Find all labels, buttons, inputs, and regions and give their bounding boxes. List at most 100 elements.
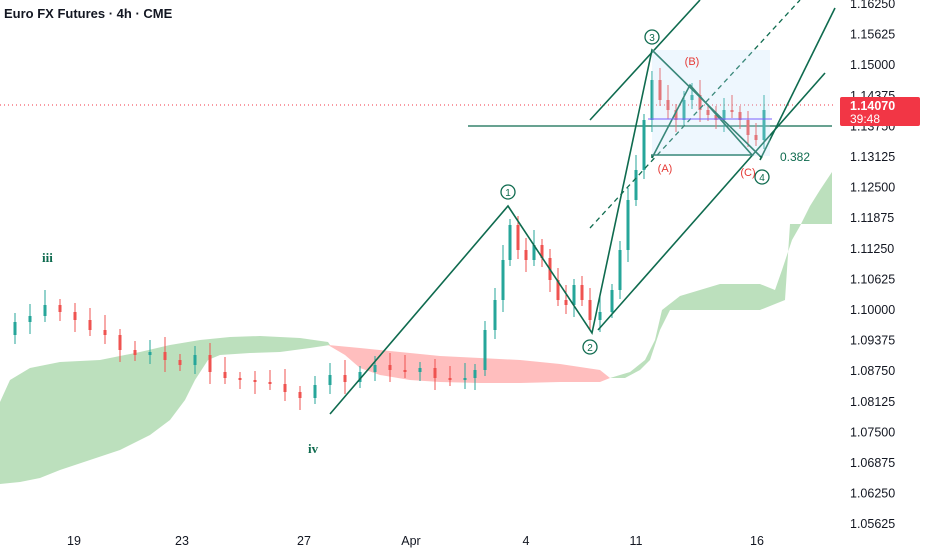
candle-body	[618, 250, 622, 290]
candle-body	[754, 135, 758, 140]
price-tick-label: 1.05625	[850, 517, 895, 531]
last-price-value: 1.14070	[850, 99, 895, 113]
candle-body	[58, 305, 62, 312]
candle-body	[328, 375, 332, 385]
candle-body	[626, 200, 630, 250]
candle-body	[118, 335, 122, 350]
price-tick-label: 1.11250	[850, 242, 894, 256]
wave-3-label: 3	[649, 33, 655, 44]
candle-body	[343, 375, 347, 382]
candle-body	[588, 300, 592, 320]
candles	[13, 68, 766, 410]
price-tick-label: 1.06250	[850, 487, 895, 501]
cloud-green-right	[610, 172, 832, 378]
candle-body	[598, 312, 602, 320]
wave-2-label: 2	[587, 343, 593, 354]
candle-body	[473, 370, 477, 378]
wave-3-circle	[644, 29, 660, 45]
candle-body	[634, 170, 638, 200]
price-tick-label: 1.10000	[850, 303, 895, 317]
candle-body	[268, 382, 272, 384]
candle-body	[403, 370, 407, 372]
time-tick-label: 19	[67, 534, 81, 548]
candle-body	[540, 245, 544, 258]
candle-body	[714, 115, 718, 120]
candle-body	[493, 300, 497, 330]
candle-body	[642, 120, 646, 170]
candle-body	[682, 100, 686, 120]
candle-body	[193, 355, 197, 365]
time-tick-label: 11	[630, 534, 643, 548]
channel-dashed	[589, 0, 801, 229]
candle-body	[650, 80, 654, 120]
fib-label: 0.382	[780, 150, 810, 164]
correction-box	[652, 50, 770, 156]
wave-2-circle	[582, 339, 598, 355]
time-tick-label: 23	[175, 534, 189, 548]
candle-body	[208, 355, 212, 372]
cloud-green-left	[0, 336, 330, 484]
candle-body	[463, 378, 467, 380]
candle-body	[730, 110, 734, 112]
time-axis[interactable]: 19 23 27 Apr 4 11 16	[67, 534, 764, 548]
candle-body	[524, 250, 528, 260]
candle-body	[163, 352, 167, 360]
channel-lower	[597, 72, 826, 331]
last-price-tag: 1.14070 39:48	[840, 97, 920, 126]
candle-body	[532, 245, 536, 260]
price-tick-label: 1.11875	[850, 211, 894, 225]
candle-body	[283, 384, 287, 392]
candle-body	[516, 225, 520, 250]
wave-iii-label: iii	[42, 250, 53, 265]
candle-body	[572, 285, 576, 305]
wave-4-label: 4	[759, 173, 765, 184]
candle-body	[448, 378, 452, 380]
candle-body	[178, 360, 182, 365]
wave-4-circle	[754, 169, 770, 185]
candle-body	[43, 305, 47, 316]
candle-body	[690, 95, 694, 100]
wave-B-label: (B)	[685, 56, 700, 68]
candle-body	[223, 372, 227, 378]
wave-labels: iii iv 1 2 3 4 (A) (B) (C) 0.382	[42, 29, 810, 456]
candle-body	[388, 365, 392, 370]
time-tick-label: 27	[297, 534, 311, 548]
candle-body	[666, 100, 670, 110]
candle-body	[313, 385, 317, 398]
wave-A-label: (A)	[658, 163, 673, 175]
candle-body	[722, 110, 726, 120]
wave-iv-label: iv	[308, 441, 319, 456]
candle-body	[103, 330, 107, 335]
channel-right	[759, 7, 836, 161]
price-tick-label: 1.13125	[850, 150, 895, 164]
price-tick-label: 1.09375	[850, 334, 895, 348]
candle-body	[658, 80, 662, 100]
countdown-value: 39:48	[850, 112, 880, 126]
price-tick-label: 1.08125	[850, 395, 895, 409]
time-tick-label: 4	[523, 534, 530, 548]
candle-body	[73, 312, 77, 320]
candle-body	[501, 260, 505, 300]
candle-body	[433, 368, 437, 378]
price-tick-label: 1.15000	[850, 58, 895, 72]
candle-body	[706, 110, 710, 115]
candle-body	[556, 280, 560, 300]
wave-annotations[interactable]	[329, 0, 836, 415]
candle-body	[148, 352, 152, 355]
wave-C-label: (C)	[740, 167, 755, 179]
chart-title: Euro FX Futures · 4h · CME	[4, 6, 173, 21]
abc-correction	[651, 83, 754, 159]
candle-body	[508, 225, 512, 260]
candle-body	[238, 378, 242, 380]
price-axis[interactable]: 1.162501.156251.150001.143751.137501.131…	[850, 0, 895, 531]
candle-body	[373, 365, 377, 372]
candle-body	[13, 322, 17, 335]
candle-body	[88, 320, 92, 330]
candle-body	[253, 380, 257, 382]
channel-upper	[589, 0, 701, 121]
candle-body	[133, 350, 137, 355]
candle-body	[358, 372, 362, 382]
price-tick-label: 1.08750	[850, 364, 895, 378]
candle-body	[28, 316, 32, 322]
